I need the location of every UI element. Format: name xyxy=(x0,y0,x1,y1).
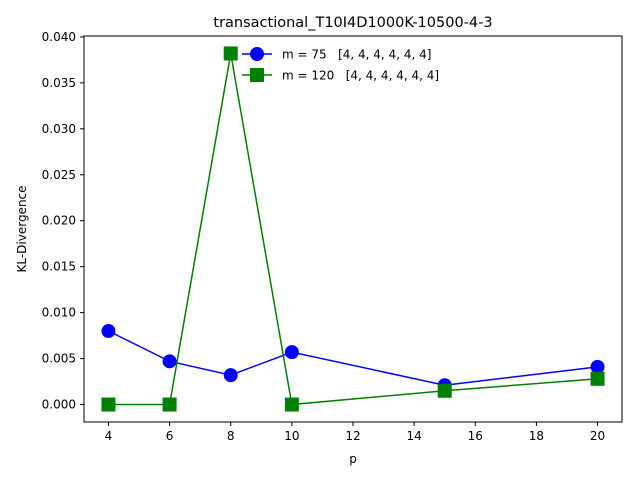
data-point xyxy=(162,354,177,369)
series-line-1 xyxy=(108,330,598,386)
x-tick-label: 14 xyxy=(406,429,421,443)
data-point xyxy=(162,397,177,412)
x-tick-label: 10 xyxy=(284,429,299,443)
y-tick-label: 0.010 xyxy=(42,306,76,320)
data-point xyxy=(284,345,299,360)
x-tick-label: 16 xyxy=(468,429,483,443)
data-point xyxy=(223,368,238,383)
data-point xyxy=(101,397,116,412)
legend-marker xyxy=(250,47,264,61)
x-tick-label: 4 xyxy=(105,429,113,443)
data-point xyxy=(590,371,605,386)
series-line-2 xyxy=(108,53,598,406)
legend: m = 75 [4, 4, 4, 4, 4, 4] m = 120 [4, 4, … xyxy=(242,47,439,83)
data-point xyxy=(284,397,299,412)
data-point xyxy=(223,46,238,61)
x-tick-label: 20 xyxy=(590,429,605,443)
y-tick-label: 0.000 xyxy=(42,398,76,412)
y-tick-label: 0.015 xyxy=(42,260,76,274)
y-tick-label: 0.040 xyxy=(42,30,76,44)
y-axis-label: KL-Divergence xyxy=(15,185,29,272)
x-tick-label: 12 xyxy=(345,429,360,443)
legend-marker xyxy=(250,68,264,82)
data-point xyxy=(437,383,452,398)
x-tick-label: 8 xyxy=(227,429,235,443)
y-axis: 0.000 0.005 0.010 0.015 0.020 0.025 0.030 0.035… xyxy=(42,30,84,412)
legend-label: m = 75 [4, 4, 4, 4, 4, 4] xyxy=(282,48,431,62)
data-point xyxy=(101,324,116,339)
x-axis-label: p xyxy=(349,452,357,466)
data-point xyxy=(590,359,605,374)
chart-title: transactional_T10I4D1000K-10500-4-3 xyxy=(213,15,492,31)
plot-area xyxy=(83,35,623,423)
x-tick-label: 18 xyxy=(529,429,544,443)
y-tick-label: 0.030 xyxy=(42,122,76,136)
x-axis: 4 6 8 10 12 14 16 18 20 xyxy=(105,422,605,443)
x-tick-label: 6 xyxy=(166,429,174,443)
y-tick-label: 0.020 xyxy=(42,214,76,228)
y-tick-label: 0.025 xyxy=(42,168,76,182)
legend-label: m = 120 [4, 4, 4, 4, 4, 4] xyxy=(282,69,439,83)
y-tick-label: 0.035 xyxy=(42,76,76,90)
y-tick-label: 0.005 xyxy=(42,352,76,366)
